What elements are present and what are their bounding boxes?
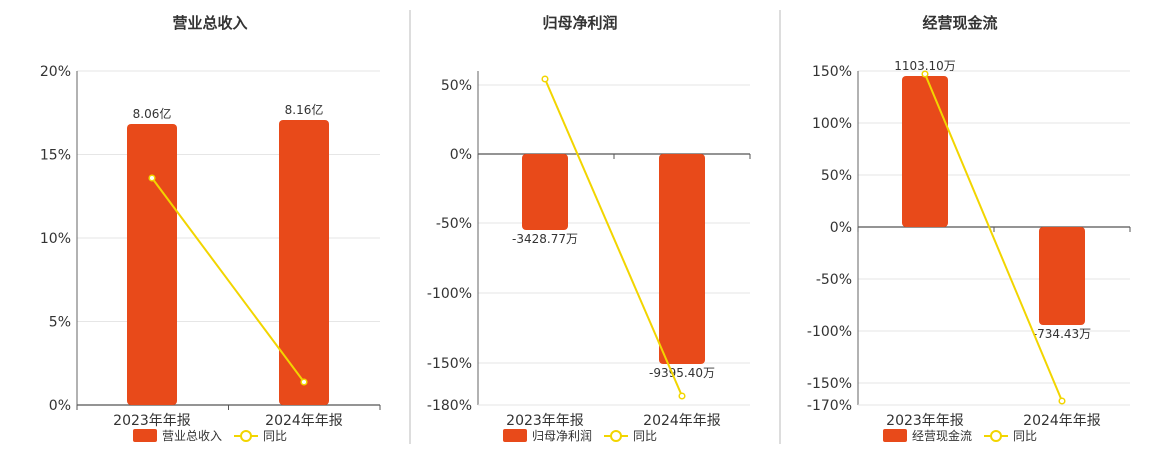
data-label: 1103.10万 <box>894 59 956 73</box>
x-tick-label: 2024年年报 <box>643 413 721 429</box>
x-tick-label: 2023年年报 <box>886 413 964 429</box>
legend-line-marker <box>610 430 622 442</box>
x-tick-label: 2023年年报 <box>113 413 191 429</box>
y-tick-label: 20% <box>40 64 71 80</box>
data-label: -3428.77万 <box>512 232 578 246</box>
y-tick-label: -180% <box>427 398 472 414</box>
bar <box>1039 227 1085 325</box>
chart-title: 营业总收入 <box>172 14 247 32</box>
legend-label: 营业总收入 <box>162 429 222 443</box>
bar <box>279 120 329 405</box>
y-tick-label: 100% <box>812 116 852 132</box>
line-series <box>544 78 683 397</box>
y-tick-label: -50% <box>816 272 852 288</box>
legend-label: 同比 <box>633 429 657 443</box>
y-tick-label: -100% <box>427 286 472 302</box>
line-point <box>921 70 929 78</box>
x-tick-label: 2023年年报 <box>506 413 584 429</box>
y-tick-label: 50% <box>441 78 472 94</box>
legend-line-marker <box>240 430 252 442</box>
y-tick-label: 0% <box>450 147 472 163</box>
data-label: -9395.40万 <box>649 366 715 380</box>
bar <box>522 154 568 230</box>
bar <box>659 154 705 364</box>
y-tick-label: -150% <box>807 376 852 392</box>
legend-line-marker <box>990 430 1002 442</box>
line-point <box>541 75 549 83</box>
bar <box>902 76 948 227</box>
data-label: 8.16亿 <box>285 102 324 117</box>
data-label: 8.06亿 <box>133 106 172 121</box>
chart-title: 归母净利润 <box>542 14 617 32</box>
line-point <box>678 392 686 400</box>
data-label: -734.43万 <box>1033 327 1091 341</box>
y-tick-label: -100% <box>807 324 852 340</box>
line-series <box>924 73 1063 402</box>
y-tick-label: 10% <box>40 231 71 247</box>
line-point <box>300 378 308 386</box>
legend-label: 同比 <box>1013 429 1037 443</box>
legend-label: 归母净利润 <box>532 429 592 443</box>
legend-swatch <box>883 429 907 442</box>
legend-label: 同比 <box>263 429 287 443</box>
y-tick-label: 15% <box>40 148 71 164</box>
legend-label: 经营现金流 <box>912 428 972 443</box>
x-tick-label: 2024年年报 <box>265 413 343 429</box>
legend-swatch <box>503 429 527 442</box>
y-tick-label: 5% <box>49 315 71 331</box>
y-tick-label: 150% <box>812 64 852 80</box>
y-tick-label: -150% <box>427 356 472 372</box>
y-tick-label: -50% <box>436 216 472 232</box>
x-tick-label: 2024年年报 <box>1023 413 1101 429</box>
bar <box>127 124 177 405</box>
y-tick-label: 0% <box>830 220 852 236</box>
line-point <box>148 174 156 182</box>
line-point <box>1058 397 1066 405</box>
y-tick-label: -170% <box>807 398 852 414</box>
chart-title: 经营现金流 <box>922 14 997 32</box>
line-series <box>151 177 305 383</box>
y-tick-label: 0% <box>49 398 71 414</box>
legend-swatch <box>133 429 157 442</box>
y-tick-label: 50% <box>821 168 852 184</box>
